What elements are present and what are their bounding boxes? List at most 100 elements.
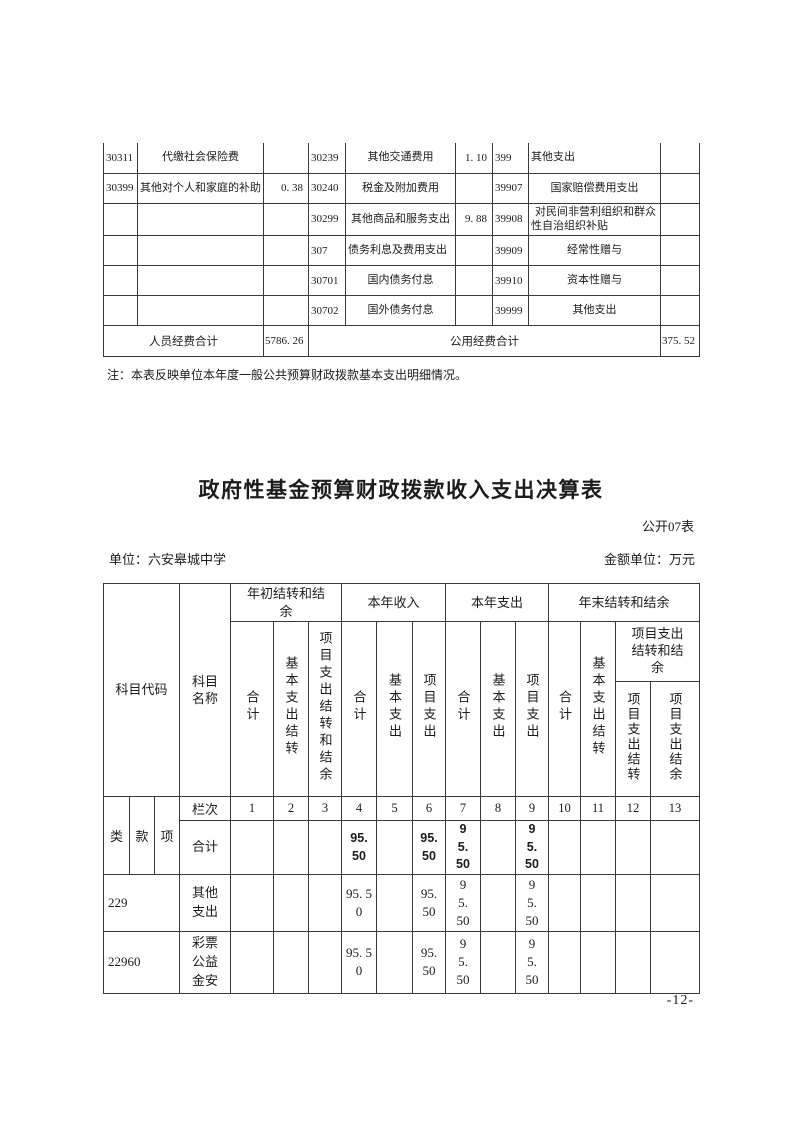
xiang-header: 项 — [154, 796, 180, 876]
value-cell: 95. 50 — [412, 931, 446, 994]
subject-name-cell: 资本性赠与 — [528, 265, 661, 297]
column-number-cell: 1 — [230, 796, 274, 822]
subject-code-cell: 307 — [308, 235, 346, 267]
value-cell: 95. 50 — [515, 874, 549, 933]
value-cell — [273, 820, 309, 876]
vertical-label: 合计 — [351, 690, 367, 725]
vertical-label: 基本支出结转 — [590, 656, 606, 759]
subject-code-cell — [103, 265, 138, 297]
group-income-header: 本年收入 — [341, 582, 446, 623]
vertical-label: 基本支出结转 — [283, 656, 299, 759]
subject-name-cell: 债务利息及费用支出 — [345, 235, 456, 267]
public-total-label: 公用经费合计 — [308, 325, 661, 358]
amount-cell — [455, 235, 493, 267]
amount-cell — [263, 295, 309, 327]
subject-code-cell: 30311 — [103, 143, 138, 174]
value-cell — [615, 820, 651, 876]
amount-cell: 1. 10 — [455, 143, 493, 174]
subject-name-cell: 其他商品和服务支出 — [345, 202, 456, 237]
col-header-end-basic-carry: 基本支出结转 — [580, 621, 616, 798]
col-header-end-project-carry: 项目支出结转 — [615, 681, 651, 798]
subject-name-cell: 其他支出 — [528, 143, 661, 174]
data-row: 229 其他支出 95. 50 95. 50 95. 50 95. 50 — [103, 874, 701, 933]
form-number: 公开07表 — [641, 519, 694, 534]
vertical-label: 项目支出结转和结余 — [317, 630, 333, 784]
amount-cell — [660, 235, 700, 267]
fund-budget-table: 科目代码 科目名称 年初结转和结余 本年收入 本年支出 年末结转和结余 合计 基… — [103, 582, 701, 994]
vertical-label: 合计 — [455, 690, 471, 725]
value-cell — [649, 931, 701, 994]
vertical-label: 项目支出 — [421, 673, 437, 742]
subject-code-cell — [103, 202, 138, 237]
value-cell — [376, 820, 413, 876]
group-begin-balance-header: 年初结转和结余 — [230, 582, 342, 623]
col-header-end-total: 合计 — [548, 621, 581, 798]
amount-cell: 0. 38 — [263, 172, 309, 204]
amount-cell — [455, 172, 493, 204]
lei-header: 类 — [103, 796, 130, 876]
subgroup-end-project-header: 项目支出结转和结余 — [614, 621, 701, 683]
vertical-label: 基本支出 — [387, 673, 402, 742]
table-row: 30299 其他商品和服务支出 9. 88 39908 对民间非营利组织和群众性… — [103, 202, 700, 237]
amount-cell — [660, 295, 700, 327]
value-cell — [308, 874, 342, 933]
value-cell — [308, 820, 342, 876]
subject-code-cell — [103, 295, 138, 327]
table-note: 注：本表反映单位本年度一般公共预算财政拨款基本支出明细情况。 — [107, 368, 468, 382]
value-cell — [548, 820, 581, 876]
value-cell — [580, 874, 616, 933]
subject-name-cell: 彩票公益金安 — [179, 931, 231, 994]
subject-code-cell: 22960 — [103, 931, 180, 994]
subject-name-cell: 经常性赠与 — [528, 235, 661, 267]
column-number-cell: 10 — [548, 796, 581, 822]
personnel-total-label: 人员经费合计 — [103, 325, 264, 358]
value-cell: 95. 50 — [445, 820, 481, 876]
lanci-label: 栏次 — [179, 796, 231, 822]
col-header-income-total: 合计 — [341, 621, 377, 798]
subject-name-cell: 其他支出 — [528, 295, 661, 327]
amount-cell — [263, 235, 309, 267]
subject-code-cell: 30702 — [308, 295, 346, 327]
amount-cell — [660, 202, 700, 237]
value-cell — [580, 931, 616, 994]
column-number-cell: 13 — [649, 796, 701, 822]
value-cell — [308, 931, 342, 994]
value-cell — [230, 820, 274, 876]
subject-name-cell: 税金及附加费用 — [345, 172, 456, 204]
value-cell — [480, 874, 516, 933]
value-cell — [230, 931, 274, 994]
value-cell — [615, 874, 651, 933]
subject-code-cell: 30701 — [308, 265, 346, 297]
col-header-begin-total: 合计 — [230, 621, 274, 798]
column-number-cell: 3 — [308, 796, 342, 822]
col-header-income-project: 项目支出 — [412, 621, 446, 798]
subject-name-cell: 国外债务付息 — [345, 295, 456, 327]
value-cell — [230, 874, 274, 933]
subject-code-cell: 39999 — [492, 295, 529, 327]
value-cell — [480, 931, 516, 994]
col-header-begin-basic-carry: 基本支出结转 — [273, 621, 309, 798]
page-title: 政府性基金预算财政拨款收入支出决算表 — [198, 478, 604, 502]
amount-cell — [660, 143, 700, 174]
column-number-cell: 9 — [515, 796, 549, 822]
value-cell: 95. 50 — [341, 874, 377, 933]
subject-name-cell — [137, 202, 264, 237]
col-header-expense-project: 项目支出 — [515, 621, 549, 798]
table-row: 30311 代缴社会保险费 30239 其他交通费用 1. 10 399 其他支… — [103, 143, 700, 174]
vertical-label: 项目支出结转 — [625, 692, 641, 783]
kuan-header: 款 — [129, 796, 155, 876]
col-header-begin-project-carry: 项目支出结转和结余 — [308, 621, 342, 798]
table-row: 30701 国内债务付息 39910 资本性赠与 — [103, 265, 700, 297]
amount-cell: 9. 88 — [455, 202, 493, 237]
subject-name-cell: 对民间非营利组织和群众性自治组织补贴 — [528, 202, 661, 237]
subject-code-cell: 39908 — [492, 202, 529, 237]
value-cell — [615, 931, 651, 994]
value-cell — [273, 874, 309, 933]
subject-name-header: 科目名称 — [179, 582, 231, 798]
subject-code-cell: 30239 — [308, 143, 346, 174]
public-total-value: 375. 52 — [660, 325, 700, 358]
subject-name-cell: 国内债务付息 — [345, 265, 456, 297]
subject-code-cell: 39907 — [492, 172, 529, 204]
amount-cell — [660, 172, 700, 204]
